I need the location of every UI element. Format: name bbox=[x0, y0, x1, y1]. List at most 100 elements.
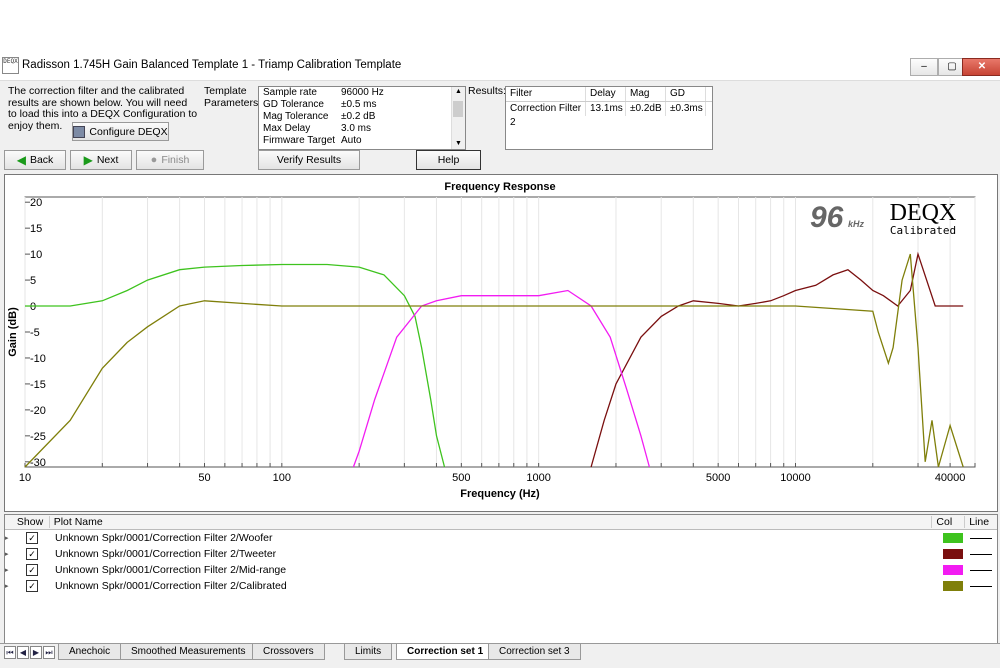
plot-name: Unknown Spkr/0001/Correction Filter 2/Ca… bbox=[55, 580, 287, 592]
tab-crossovers[interactable]: Crossovers bbox=[252, 644, 325, 660]
x-tick-label: 5000 bbox=[706, 472, 730, 484]
sample-rate-badge-unit: kHz bbox=[848, 219, 865, 229]
template-parameters-label: Template Parameters: bbox=[204, 85, 262, 109]
line-column-header[interactable]: Line bbox=[964, 516, 997, 528]
tab-anechoic[interactable]: Anechoic bbox=[58, 644, 122, 660]
tab-smoothed-measurements[interactable]: Smoothed Measurements bbox=[120, 644, 257, 660]
param-name: Sample rate bbox=[263, 87, 317, 98]
plot-name-column-header[interactable]: Plot Name bbox=[53, 516, 103, 528]
results-row: Correction Filter 2 13.1ms ±0.2dB ±0.3ms bbox=[506, 102, 712, 128]
line-style-swatch[interactable] bbox=[970, 553, 992, 555]
tab-correction-set-3[interactable]: Correction set 3 bbox=[488, 644, 581, 660]
show-checkbox[interactable]: ✓ bbox=[26, 548, 38, 560]
param-name: Max Delay bbox=[263, 123, 311, 134]
plot-color-swatch[interactable] bbox=[943, 533, 963, 543]
row-indicator-icon: ▸ bbox=[5, 551, 9, 558]
verify-results-button[interactable]: Verify Results bbox=[258, 150, 360, 170]
next-button[interactable]: ▶ Next bbox=[70, 150, 132, 170]
show-checkbox[interactable]: ✓ bbox=[26, 564, 38, 576]
last-tab-icon[interactable]: ⏭ bbox=[43, 646, 55, 659]
configure-deqx-label: Configure DEQX bbox=[89, 125, 168, 138]
y-tick-label: -30 bbox=[30, 457, 46, 469]
configure-deqx-button[interactable]: Configure DEQX bbox=[72, 122, 169, 141]
legend-row[interactable]: ▸ ✓ Unknown Spkr/0001/Correction Filter 2/… bbox=[5, 578, 997, 594]
window-title: Radisson 1.745H Gain Balanced Template 1… bbox=[22, 59, 402, 71]
minimize-button[interactable]: – bbox=[910, 58, 938, 76]
y-tick-label: -20 bbox=[30, 405, 46, 417]
template-param-row: Firmware Target Auto bbox=[259, 135, 465, 147]
y-tick-label: 5 bbox=[30, 275, 36, 287]
results-cell: ±0.3ms bbox=[666, 102, 706, 116]
legend-row[interactable]: ▸ ✓ Unknown Spkr/0001/Correction Filter 2/… bbox=[5, 546, 997, 562]
sample-rate-badge-number: 96 bbox=[810, 201, 844, 234]
tab-limits[interactable]: Limits bbox=[344, 644, 393, 660]
plot-name: Unknown Spkr/0001/Correction Filter 2/Wo… bbox=[55, 532, 273, 544]
template-parameters-list[interactable]: Sample rate 96000 Hz GD Tolerance ±0.5 ms Ma… bbox=[258, 86, 466, 150]
results-header-mag: Mag bbox=[626, 87, 666, 101]
arrow-right-icon: ▶ bbox=[83, 153, 93, 167]
show-column-header[interactable]: Show bbox=[15, 516, 50, 528]
y-tick-label: 20 bbox=[30, 197, 42, 209]
y-tick-label: 15 bbox=[30, 223, 42, 235]
legend-row[interactable]: ▸ ✓ Unknown Spkr/0001/Correction Filter 2/… bbox=[5, 562, 997, 578]
next-tab-icon[interactable]: ▶ bbox=[30, 646, 42, 659]
y-tick-label: 10 bbox=[30, 249, 42, 261]
plot-name: Unknown Spkr/0001/Correction Filter 2/Tw… bbox=[55, 548, 277, 560]
param-name: Mag Tolerance bbox=[263, 111, 329, 122]
results-table: Filter Delay Mag GD Correction Filter 2 13.1… bbox=[505, 86, 713, 150]
scroll-down-icon[interactable]: ▼ bbox=[455, 140, 462, 147]
param-name: GD Tolerance bbox=[263, 99, 324, 110]
plot-color-swatch[interactable] bbox=[943, 581, 963, 591]
param-value: ±0.2 dB bbox=[341, 111, 376, 122]
back-label: Back bbox=[29, 154, 54, 166]
finish-button[interactable]: ● Finish bbox=[136, 150, 204, 170]
plot-name: Unknown Spkr/0001/Correction Filter 2/Mi… bbox=[55, 564, 287, 576]
tab-correction-set-1[interactable]: Correction set 1 bbox=[396, 644, 495, 660]
next-label: Next bbox=[96, 154, 119, 166]
x-tick-label: 40000 bbox=[935, 472, 966, 484]
line-style-swatch[interactable] bbox=[970, 585, 992, 587]
y-tick-label: -5 bbox=[30, 327, 40, 339]
y-tick-label: -15 bbox=[30, 379, 46, 391]
y-tick-label: -10 bbox=[30, 353, 46, 365]
results-cell: 13.1ms bbox=[586, 102, 626, 116]
results-header-delay: Delay bbox=[586, 87, 626, 101]
help-button[interactable]: Help bbox=[416, 150, 481, 170]
series-line-4 bbox=[24, 253, 964, 468]
scroll-up-icon[interactable]: ▲ bbox=[455, 88, 462, 95]
series-line-3 bbox=[352, 289, 651, 468]
plot-color-swatch[interactable] bbox=[943, 549, 963, 559]
results-label: Results: bbox=[468, 85, 506, 97]
chart-title: Frequency Response bbox=[444, 181, 555, 193]
first-tab-icon[interactable]: ⏮ bbox=[4, 646, 16, 659]
plot-legend-table: Show Plot Name Col Line ▸ ✓ Unknown Spkr/0… bbox=[4, 514, 998, 644]
param-value: Auto bbox=[341, 135, 362, 146]
series-line-2 bbox=[590, 251, 964, 468]
plot-color-swatch[interactable] bbox=[943, 565, 963, 575]
results-header-filter: Filter bbox=[506, 87, 586, 101]
results-header-gd: GD bbox=[666, 87, 706, 101]
results-cell: Correction Filter 2 bbox=[506, 102, 586, 128]
col-column-header[interactable]: Col bbox=[931, 516, 964, 528]
line-style-swatch[interactable] bbox=[970, 537, 992, 539]
param-value: 96000 Hz bbox=[341, 87, 384, 98]
prev-tab-icon[interactable]: ◀ bbox=[17, 646, 29, 659]
template-param-row: Sample rate 96000 Hz bbox=[259, 87, 465, 99]
show-checkbox[interactable]: ✓ bbox=[26, 580, 38, 592]
show-checkbox[interactable]: ✓ bbox=[26, 532, 38, 544]
row-indicator-icon: ▸ bbox=[5, 535, 9, 542]
legend-row[interactable]: ▸ ✓ Unknown Spkr/0001/Correction Filter 2/… bbox=[5, 530, 997, 546]
x-axis-label: Frequency (Hz) bbox=[460, 488, 540, 500]
close-button[interactable]: ✕ bbox=[962, 58, 1000, 76]
y-axis-label: Gain (dB) bbox=[7, 307, 19, 357]
deqx-brand-logo: DEQX bbox=[890, 200, 957, 226]
back-button[interactable]: ◀ Back bbox=[4, 150, 66, 170]
x-tick-label: 50 bbox=[198, 472, 210, 484]
param-value: ±0.5 ms bbox=[341, 99, 377, 110]
sheet-tab-bar: ⏮ ◀ ▶ ⏭ Anechoic Smoothed Measurements Cro… bbox=[0, 643, 1000, 662]
y-tick-label: 0 bbox=[30, 301, 36, 313]
line-style-swatch[interactable] bbox=[970, 569, 992, 571]
x-tick-label: 1000 bbox=[526, 472, 550, 484]
params-scrollbar[interactable]: ▲ ▼ bbox=[451, 87, 465, 149]
